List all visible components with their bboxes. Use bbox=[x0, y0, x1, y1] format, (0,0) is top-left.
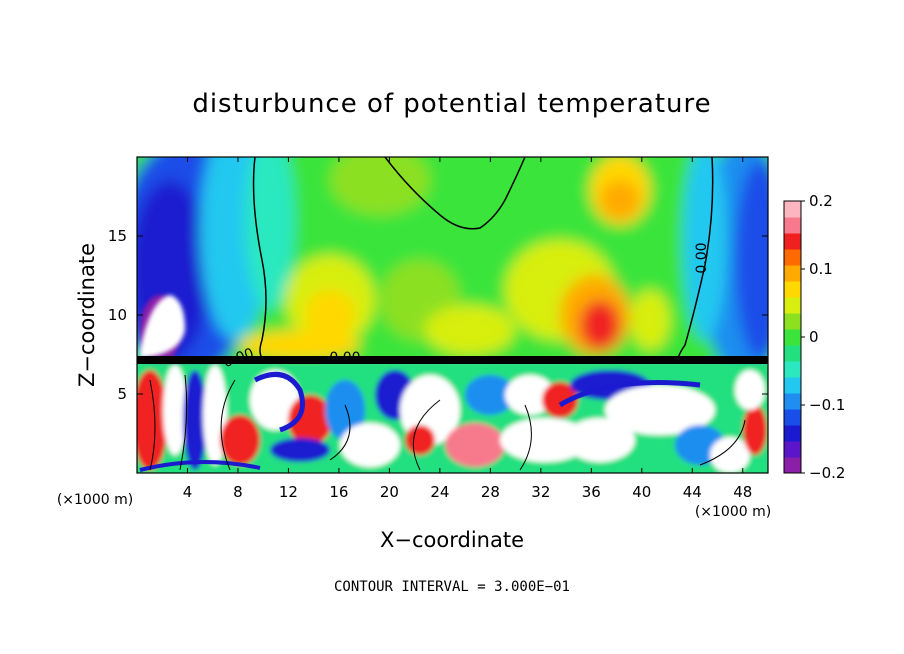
y-tick-label: 5 bbox=[117, 385, 127, 403]
y-tick-label: 10 bbox=[108, 306, 127, 324]
colorbar-segment bbox=[784, 313, 801, 330]
x-tick-label: 12 bbox=[279, 483, 298, 501]
colorbar-segment bbox=[784, 233, 801, 250]
colorbar-segment bbox=[784, 265, 801, 282]
x-tick-label: 36 bbox=[582, 483, 601, 501]
y-axis-title: Z−coordinate bbox=[75, 243, 99, 387]
colorbar-tick-label: 0.1 bbox=[809, 260, 833, 278]
colorbar-segment bbox=[784, 345, 801, 362]
colorbar-segment bbox=[784, 281, 801, 298]
colorbar-segment bbox=[784, 441, 801, 458]
colorbar-segment bbox=[784, 361, 801, 378]
colorbar-segment bbox=[784, 457, 801, 474]
x-tick-label: 24 bbox=[430, 483, 449, 501]
colorbar-tick-label: 0 bbox=[809, 328, 819, 346]
colorbar-segment bbox=[784, 377, 801, 394]
colorbar-tick-label: −0.2 bbox=[809, 464, 845, 482]
colorbar-segment bbox=[784, 217, 801, 234]
colorbar-segment bbox=[784, 249, 801, 266]
x-axis: 4 8 12 16 20 24 28 32 36 40 44 48 bbox=[183, 157, 752, 501]
x-tick-label: 48 bbox=[733, 483, 752, 501]
colorbar-segment bbox=[784, 393, 801, 410]
x-tick-label: 4 bbox=[183, 483, 193, 501]
y-axis: 5 10 15 bbox=[108, 227, 768, 403]
contour-interval-note: CONTOUR INTERVAL = 3.000E−01 bbox=[334, 579, 570, 595]
x-unit-right: (×1000 m) bbox=[695, 504, 771, 520]
x-tick-label: 28 bbox=[481, 483, 500, 501]
y-tick-label: 15 bbox=[108, 227, 127, 245]
x-tick-label: 20 bbox=[380, 483, 399, 501]
colorbar-segment bbox=[784, 409, 801, 426]
colorbar-tick-label: −0.1 bbox=[809, 396, 845, 414]
heatmap-field bbox=[137, 157, 768, 473]
x-unit-left: (×1000 m) bbox=[57, 492, 133, 508]
x-tick-label: 32 bbox=[531, 483, 550, 501]
colorbar-tick-label: 0.2 bbox=[809, 192, 833, 210]
x-tick-label: 44 bbox=[683, 483, 702, 501]
x-tick-label: 40 bbox=[632, 483, 651, 501]
x-tick-label: 8 bbox=[233, 483, 243, 501]
x-axis-title: X−coordinate bbox=[380, 528, 524, 552]
colorbar-segment bbox=[784, 201, 801, 218]
contour-label: 0.00 bbox=[694, 242, 710, 273]
chart-title: disturbunce of potential temperature bbox=[192, 89, 711, 119]
colorbar-segment bbox=[784, 425, 801, 442]
colorbar-segment bbox=[784, 297, 801, 314]
colorbar-segment bbox=[784, 329, 801, 346]
colorbar: 0.2 0.1 0 −0.1 −0.2 bbox=[783, 192, 845, 482]
contour-label: 0.00 bbox=[329, 350, 360, 366]
x-tick-label: 16 bbox=[329, 483, 348, 501]
